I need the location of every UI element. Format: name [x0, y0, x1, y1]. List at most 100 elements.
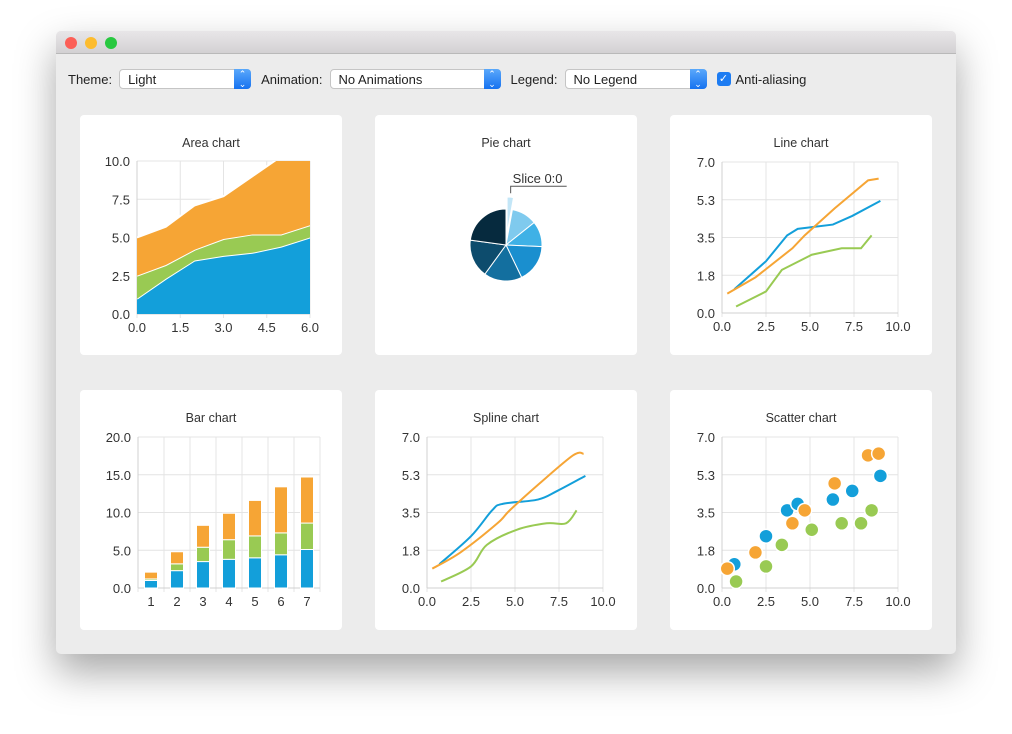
scatter-point-1: [719, 560, 736, 577]
bar-0-6: [300, 548, 314, 589]
scatter-point-2: [728, 573, 744, 590]
y-tick-label: 1.8: [697, 268, 715, 283]
y-tick-label: 10.0: [106, 506, 131, 521]
x-tick-label: 10.0: [590, 594, 615, 609]
bar-1-5: [274, 532, 288, 556]
scatter-point-2: [774, 537, 790, 553]
y-tick-label: 0.0: [112, 307, 130, 322]
scatter-point-1: [870, 445, 887, 462]
area-series-2: [137, 161, 310, 276]
chart-title: Scatter chart: [765, 411, 837, 425]
theme-label: Theme:: [68, 71, 113, 87]
bar-1-6: [300, 522, 314, 550]
x-tick-label: 0.0: [418, 594, 436, 609]
bar-2-2: [196, 524, 210, 548]
slice-label: Slice 0:0: [513, 171, 563, 186]
antialiasing-checkbox[interactable]: ✓: [716, 72, 731, 86]
animation-select[interactable]: No Animations ⌃ ⌄: [329, 69, 501, 89]
legend-label: Legend:: [510, 71, 558, 87]
pie-chart-card: Pie chart Slice 0:0: [375, 115, 637, 355]
x-tick-label: 7.5: [845, 319, 863, 334]
area-chart-card: Area chart 0.0 2.5 5.0 7.5 10.0 0.0 1.5 3.0 4.5 6.…: [80, 115, 342, 355]
x-tick-label: 0.0: [713, 594, 731, 609]
bar-1-1: [170, 563, 184, 572]
x-tick-label: 5.0: [801, 594, 819, 609]
y-tick-label: 7.0: [697, 430, 715, 445]
spline-chart-card: Spline chart 0.0 1.8 3.5 5.3 7.0 0.0 2.5 5.0 7.5 1…: [375, 390, 637, 630]
x-tick-label: 7: [303, 594, 310, 609]
x-tick-label: 7.5: [845, 594, 863, 609]
scatter-point-2: [804, 522, 820, 538]
bar-0-0: [144, 579, 158, 589]
x-tick-label: 3.0: [214, 320, 232, 335]
x-tick-label: 1: [147, 594, 154, 609]
y-tick-label: 3.5: [697, 231, 715, 246]
spline-series-1: [431, 451, 584, 570]
x-tick-label: 2.5: [462, 594, 480, 609]
close-button[interactable]: [65, 37, 77, 49]
minimize-button[interactable]: [85, 37, 97, 49]
x-tick-label: 5.0: [506, 594, 524, 609]
area-series-0: [137, 237, 310, 314]
bar-2-6: [300, 476, 314, 524]
line-series-0: [733, 199, 881, 291]
x-tick-label: 7.5: [550, 594, 568, 609]
bar-1-3: [222, 539, 236, 560]
scatter-point-0: [872, 468, 889, 484]
theme-select[interactable]: Light ⌃ ⌄: [119, 69, 252, 89]
scatter-point-1: [784, 515, 801, 532]
y-tick-label: 7.0: [697, 155, 715, 170]
y-tick-label: 1.8: [402, 543, 420, 558]
y-tick-label: 0.0: [402, 581, 420, 596]
x-tick-label: 2: [173, 594, 180, 609]
line-series-1: [726, 177, 879, 295]
line-chart: 0.0 1.8 3.5 5.3 7.0 0.0 2.5 5.0 7.5 10.0: [697, 155, 911, 334]
x-tick-label: 1.5: [171, 320, 189, 335]
legend-select[interactable]: No Legend ⌃ ⌄: [564, 69, 707, 89]
antialiasing-label[interactable]: Anti-aliasing: [735, 71, 807, 87]
x-tick-label: 6.0: [301, 320, 319, 335]
chevron-updown-icon: ⌃ ⌄: [483, 69, 501, 89]
pie-chart: Slice 0:0: [469, 171, 567, 282]
pie-slice-6: [469, 208, 507, 246]
theme-value: Light: [128, 72, 157, 87]
y-tick-label: 3.5: [697, 506, 715, 521]
bar-0-3: [222, 558, 236, 589]
scatter-point-0: [758, 528, 774, 544]
x-tick-label: 3: [199, 594, 206, 609]
scatter-point-1: [747, 544, 764, 561]
slice-label-line: [510, 185, 567, 194]
x-tick-label: 5: [251, 594, 258, 609]
scatter-chart-card: Scatter chart 0.0 1.8 3.5 5.3 7.0 0.0 2.5 5.0 7.5…: [670, 390, 932, 630]
scatter-point-2: [833, 515, 850, 532]
bar-0-1: [170, 570, 184, 589]
app-window: Theme: Light ⌃ ⌄ Animation: No Animations ⌃…: [56, 31, 956, 654]
scatter-chart: 0.0 1.8 3.5 5.3 7.0 0.0 2.5 5.0 7.5 10.0: [697, 430, 911, 609]
y-tick-label: 7.0: [402, 430, 420, 445]
zoom-button[interactable]: [105, 37, 117, 49]
y-tick-label: 3.5: [402, 506, 420, 521]
y-tick-label: 15.0: [106, 468, 131, 483]
area-series-2-border: [137, 161, 277, 239]
chart-title: Spline chart: [472, 411, 539, 425]
chart-title: Bar chart: [185, 411, 237, 425]
x-tick-label: 5.0: [801, 319, 819, 334]
scatter-point-2: [758, 558, 774, 575]
spline-chart: 0.0 1.8 3.5 5.3 7.0 0.0 2.5 5.0 7.5 10.0: [402, 430, 616, 609]
x-tick-label: 10.0: [885, 319, 910, 334]
chevron-updown-icon: ⌃ ⌄: [689, 69, 707, 89]
y-tick-label: 7.5: [112, 192, 130, 207]
y-tick-label: 10.0: [105, 154, 130, 169]
y-tick-label: 2.5: [112, 269, 130, 284]
x-tick-label: 0.0: [713, 319, 731, 334]
spline-series-0: [438, 474, 586, 566]
x-tick-label: 4: [225, 594, 232, 609]
scatter-point-2: [863, 502, 880, 519]
y-tick-label: 5.3: [402, 468, 420, 483]
pie-slice-0: [506, 196, 515, 234]
legend-value: No Legend: [573, 72, 638, 87]
scatter-point-0: [825, 491, 841, 508]
bar-0-5: [274, 554, 288, 589]
y-tick-label: 20.0: [106, 430, 131, 445]
bar-2-5: [274, 486, 288, 534]
